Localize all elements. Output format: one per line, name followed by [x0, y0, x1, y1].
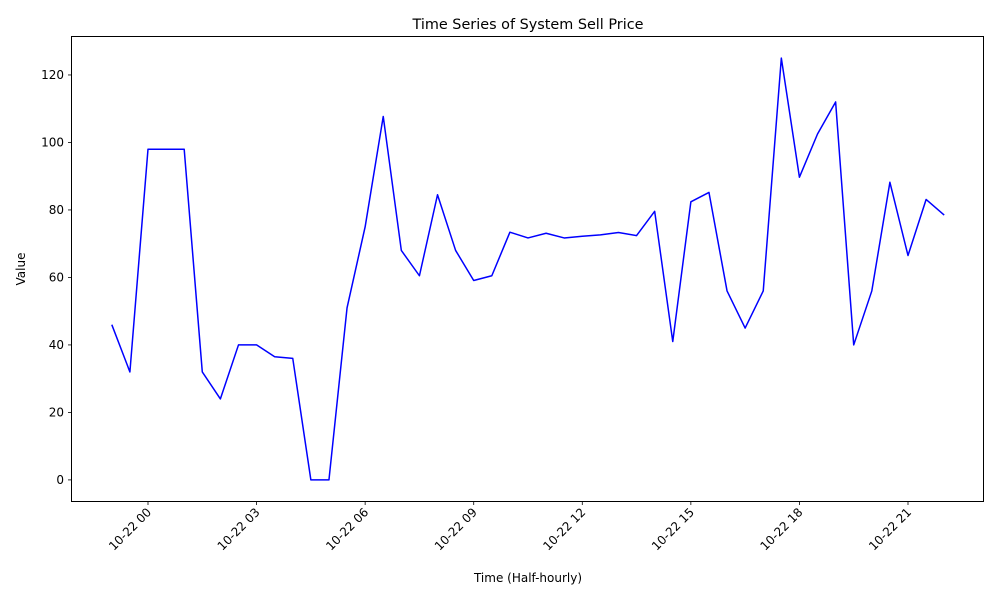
y-tick-label: 120	[41, 68, 64, 82]
y-tick-label: 100	[41, 135, 64, 149]
x-axis-title: Time (Half-hourly)	[473, 571, 582, 585]
y-tick-label: 40	[49, 338, 64, 352]
chart-title: Time Series of System Sell Price	[412, 17, 644, 33]
y-axis-title: Value	[14, 253, 28, 286]
y-tick-label: 60	[49, 270, 64, 284]
y-tick-label: 80	[49, 203, 64, 217]
y-tick-label: 20	[49, 405, 64, 419]
y-tick-label: 0	[56, 473, 64, 487]
plot-area-frame	[71, 36, 984, 502]
series-line	[111, 57, 945, 481]
y-axis-ticks: 0 20 40 60 80 100 120	[41, 68, 72, 487]
